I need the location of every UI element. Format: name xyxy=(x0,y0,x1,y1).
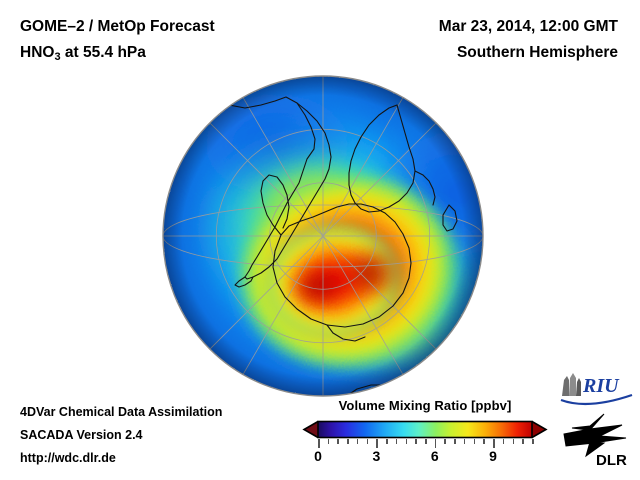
colorbar-tick-label: 6 xyxy=(430,448,439,464)
colorbar-minor-tick xyxy=(444,439,446,444)
footer-credits: 4DVar Chemical Data Assimilation SACADA … xyxy=(20,401,222,470)
colorbar-major-tick xyxy=(493,439,495,448)
colorbar-minor-tick xyxy=(327,439,330,444)
globe-map xyxy=(157,75,489,407)
riu-swoosh-icon xyxy=(560,393,633,406)
colorbar-tick-labels: 0 3 6 9 xyxy=(300,448,550,466)
colorbar-graphic xyxy=(300,420,550,439)
colorbar-under-arrow xyxy=(304,421,318,438)
colorbar-under-arrow-outline xyxy=(302,420,319,439)
riu-logo: RIU xyxy=(558,370,636,408)
species-formula-prefix: HNO xyxy=(20,44,55,61)
colorbar-tick-label: 0 xyxy=(314,448,322,464)
colorbar-minor-tick xyxy=(532,439,534,444)
colorbar: Volume Mixing Ratio [ppbv] 0 3 6 9 xyxy=(300,398,550,466)
riu-wordmark: RIU xyxy=(582,375,620,397)
colorbar-minor-tick xyxy=(405,439,408,444)
model-version: SACADA Version 2.4 xyxy=(20,428,143,442)
species-title: HNO3 at 55.4 hPa xyxy=(20,40,215,70)
forecast-datetime: Mar 23, 2014, 12:00 GMT xyxy=(438,18,618,35)
colorbar-major-tick xyxy=(376,439,378,448)
orthographic-projection xyxy=(162,75,484,397)
colorbar-tick-label: 9 xyxy=(489,448,497,464)
colorbar-ticks xyxy=(300,439,550,448)
colorbar-over-arrow xyxy=(532,421,546,438)
hemisphere-label: Southern Hemisphere xyxy=(456,44,618,61)
colorbar-over-arrow-outline xyxy=(531,420,548,439)
colorbar-minor-tick xyxy=(522,439,524,444)
colorbar-gradient xyxy=(318,421,532,438)
colorbar-minor-tick xyxy=(395,439,398,444)
colorbar-minor-tick xyxy=(356,439,359,444)
species-pressure-level: at 55.4 hPa xyxy=(60,44,146,61)
data-centre-url[interactable]: http://wdc.dlr.de xyxy=(20,451,116,465)
colorbar-minor-tick xyxy=(425,439,427,444)
colorbar-minor-tick xyxy=(454,439,456,444)
riu-towers-icon xyxy=(562,373,581,396)
species-formula-subscript: 3 xyxy=(54,51,61,63)
globe-limb xyxy=(162,75,484,397)
colorbar-major-tick xyxy=(318,439,320,448)
colorbar-minor-tick xyxy=(415,439,417,444)
colorbar-minor-tick xyxy=(463,439,466,444)
colorbar-minor-tick xyxy=(337,439,339,444)
header-right: Mar 23, 2014, 12:00 GMT Southern Hemisph… xyxy=(439,14,618,66)
colorbar-minor-tick xyxy=(512,439,515,444)
colorbar-major-tick xyxy=(434,439,437,448)
globe-disk xyxy=(163,76,483,396)
assimilation-method: 4DVar Chemical Data Assimilation xyxy=(20,405,223,419)
colorbar-tick-label: 3 xyxy=(372,448,381,464)
colorbar-minor-tick xyxy=(502,439,505,444)
colorbar-minor-tick xyxy=(473,439,476,444)
colorbar-minor-tick xyxy=(347,439,349,444)
colorbar-title: Volume Mixing Ratio [ppbv] xyxy=(338,398,512,413)
colorbar-minor-tick xyxy=(366,439,369,444)
dlr-bird-icon xyxy=(563,413,627,458)
dlr-wordmark: DLR xyxy=(596,452,627,468)
colorbar-frame xyxy=(317,420,533,439)
instrument-title: GOME–2 / MetOp Forecast xyxy=(20,18,215,35)
header-left: GOME–2 / MetOp Forecast HNO3 at 55.4 hPa xyxy=(20,14,215,70)
dlr-logo: DLR xyxy=(560,412,638,469)
colorbar-minor-tick xyxy=(386,439,388,444)
colorbar-minor-tick xyxy=(483,439,485,444)
